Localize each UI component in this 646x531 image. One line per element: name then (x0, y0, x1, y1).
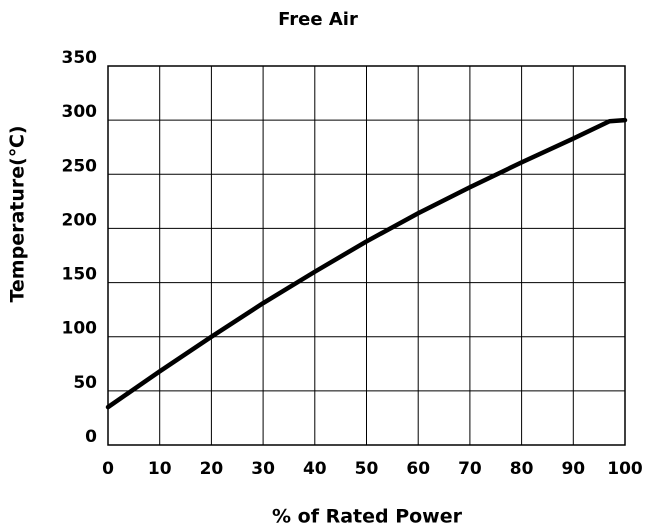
y-tick-label: 150 (62, 265, 98, 285)
x-tick-label: 50 (355, 459, 379, 479)
x-tick-label: 40 (303, 459, 327, 479)
x-tick-label: 60 (406, 459, 430, 479)
x-tick-label: 80 (510, 459, 534, 479)
y-tick-label: 300 (62, 102, 98, 122)
chart-title: Free Air (278, 9, 358, 30)
y-tick-label: 0 (85, 427, 97, 447)
y-tick-label: 350 (62, 48, 98, 68)
x-tick-label: 10 (148, 459, 172, 479)
x-tick-label: 70 (458, 459, 482, 479)
x-tick-label: 0 (102, 459, 114, 479)
x-tick-label: 30 (251, 459, 275, 479)
x-tick-label: 20 (200, 459, 224, 479)
y-axis-label: Temperature(℃) (7, 125, 29, 302)
y-tick-label: 50 (73, 373, 97, 393)
plot-frame (107, 65, 626, 446)
data-line (105, 117, 628, 410)
y-tick-label: 200 (62, 210, 98, 230)
y-tick-label: 250 (62, 156, 98, 176)
y-tick-label: 100 (62, 319, 98, 339)
x-tick-label: 90 (561, 459, 585, 479)
x-tick-label: 100 (607, 459, 643, 479)
x-axis-label: % of Rated Power (272, 506, 463, 528)
